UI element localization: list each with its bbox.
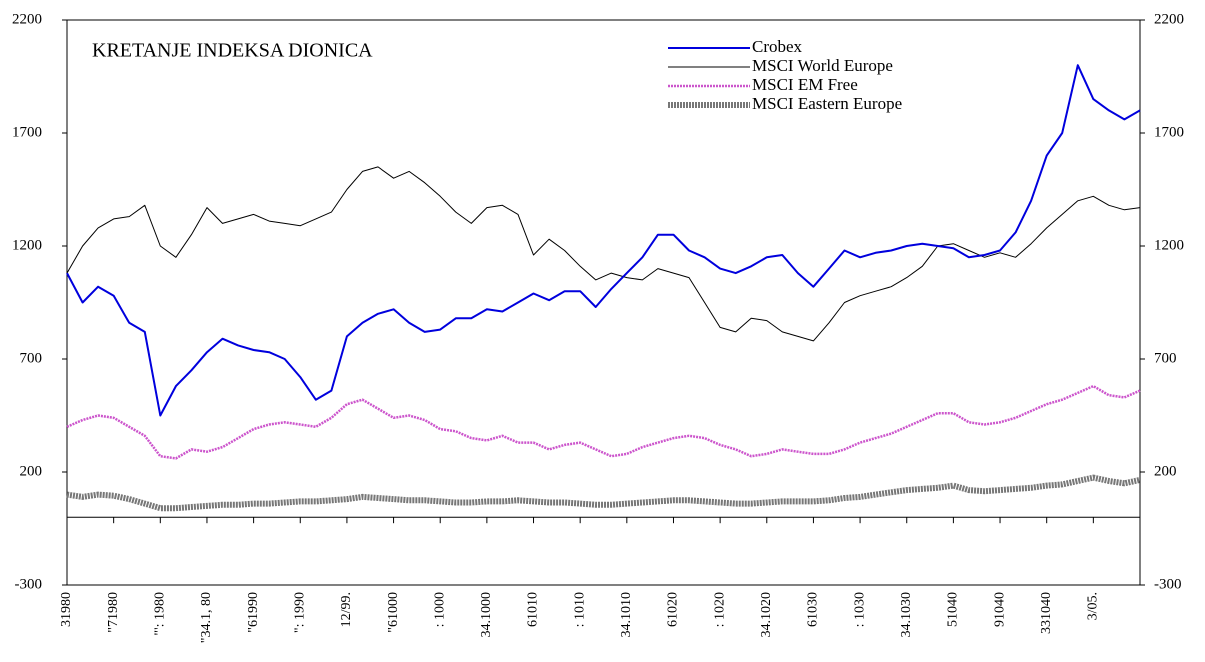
- y2-tick-label: 700: [1154, 350, 1177, 366]
- legend-label: MSCI World Europe: [752, 56, 893, 75]
- x-tick-label: 51040: [946, 592, 961, 627]
- series-line: [66, 64, 1141, 417]
- x-tick-label: : 1030: [852, 592, 867, 627]
- series-line: [66, 474, 1141, 512]
- x-tick-label: ": 1990: [292, 592, 307, 633]
- x-tick-label: "': 1980: [153, 592, 168, 636]
- y-tick-label: -300: [15, 576, 43, 592]
- x-tick-label: 3/05.: [1086, 592, 1101, 620]
- x-tick-label: 34.1020: [759, 592, 774, 638]
- x-tick-label: 31980: [59, 592, 74, 627]
- x-tick-label: : 1010: [572, 592, 587, 627]
- y-tick-label: 700: [20, 350, 43, 366]
- x-tick-label: 34.1030: [899, 592, 914, 638]
- x-tick-label: "71980: [106, 592, 121, 633]
- series-line: [66, 384, 1141, 460]
- x-tick-label: "61990: [246, 592, 261, 633]
- x-tick-label: 61030: [806, 592, 821, 627]
- y-tick-label: 1700: [12, 124, 42, 140]
- y-tick-label: 2200: [12, 11, 42, 27]
- x-tick-label: 61010: [526, 592, 541, 627]
- legend-label: Crobex: [752, 37, 803, 56]
- legend-label: MSCI EM Free: [752, 75, 858, 94]
- x-tick-label: 91040: [992, 592, 1007, 627]
- plot-frame: [66, 19, 1141, 586]
- y2-tick-label: 1200: [1154, 237, 1184, 253]
- x-tick-label: "34.1, 80: [199, 592, 214, 643]
- x-tick-label: 34.1000: [479, 592, 494, 638]
- x-tick-label: 61020: [666, 592, 681, 627]
- x-tick-label: 34.1010: [619, 592, 634, 638]
- x-tick-label: "61000: [386, 592, 401, 633]
- series-line: [66, 166, 1141, 342]
- legend-label: MSCI Eastern Europe: [752, 94, 902, 113]
- x-tick-label: : 1000: [432, 592, 447, 627]
- x-tick-label: 12/99.: [339, 592, 354, 627]
- y2-tick-label: 1700: [1154, 124, 1184, 140]
- y-tick-label: 1200: [12, 237, 42, 253]
- x-tick-label: 331040: [1039, 592, 1054, 634]
- y2-tick-label: 2200: [1154, 11, 1184, 27]
- y-tick-label: 200: [20, 463, 43, 479]
- y2-tick-label: 200: [1154, 463, 1177, 479]
- chart-title: KRETANJE INDEKSA DIONICA: [92, 40, 373, 62]
- y2-tick-label: -300: [1154, 576, 1182, 592]
- x-tick-label: : 1020: [712, 592, 727, 627]
